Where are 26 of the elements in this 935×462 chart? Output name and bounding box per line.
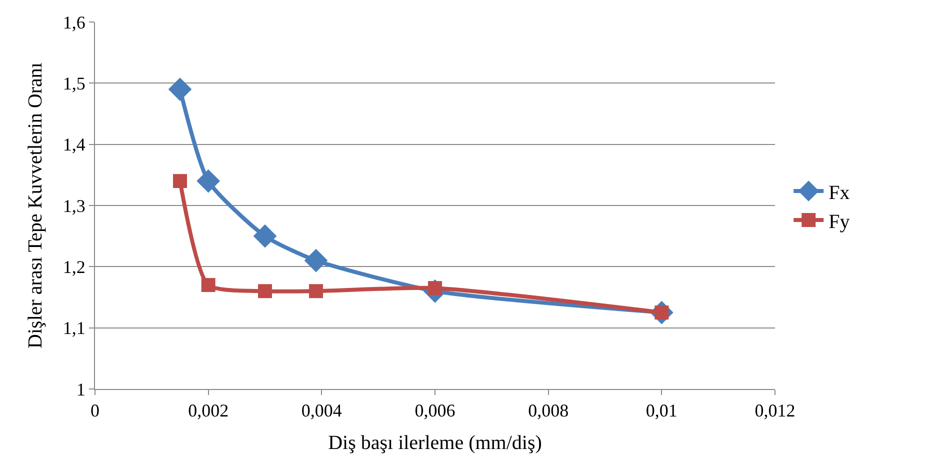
point [196, 169, 220, 193]
x-tick-label: 0,002 [188, 400, 229, 421]
point [304, 248, 328, 272]
x-tick-label: 0,004 [301, 400, 342, 421]
legend-label: Fx [828, 182, 850, 204]
x-tick-label: 0 [90, 400, 100, 421]
x-tick-label: 0,012 [754, 400, 796, 421]
y-tick-label: 1,2 [62, 256, 86, 277]
point [201, 278, 216, 292]
y-tick-label: 1 [76, 379, 86, 400]
legend-label: Fy [828, 210, 850, 233]
y-tick-label: 1,1 [62, 318, 86, 338]
y-tick-label: 1,4 [62, 134, 86, 155]
x-axis-title: Diş başı ilerleme (mm/diş) [328, 432, 542, 454]
y-tick-label: 1,3 [62, 196, 86, 216]
x-tick-label: 0,01 [646, 400, 678, 421]
y-tick-label: 1,5 [62, 73, 86, 94]
x-tick-label: 0,008 [528, 400, 569, 421]
point [253, 224, 277, 248]
point [309, 284, 323, 298]
x-tick-label: 0,006 [414, 400, 456, 421]
y-tick-label: 1,6 [62, 12, 86, 32]
y-axis-title: Dişler arası Tepe Kuvvetlerin Oranı [24, 62, 46, 348]
point [173, 174, 187, 188]
point [258, 284, 272, 298]
point [168, 78, 192, 101]
